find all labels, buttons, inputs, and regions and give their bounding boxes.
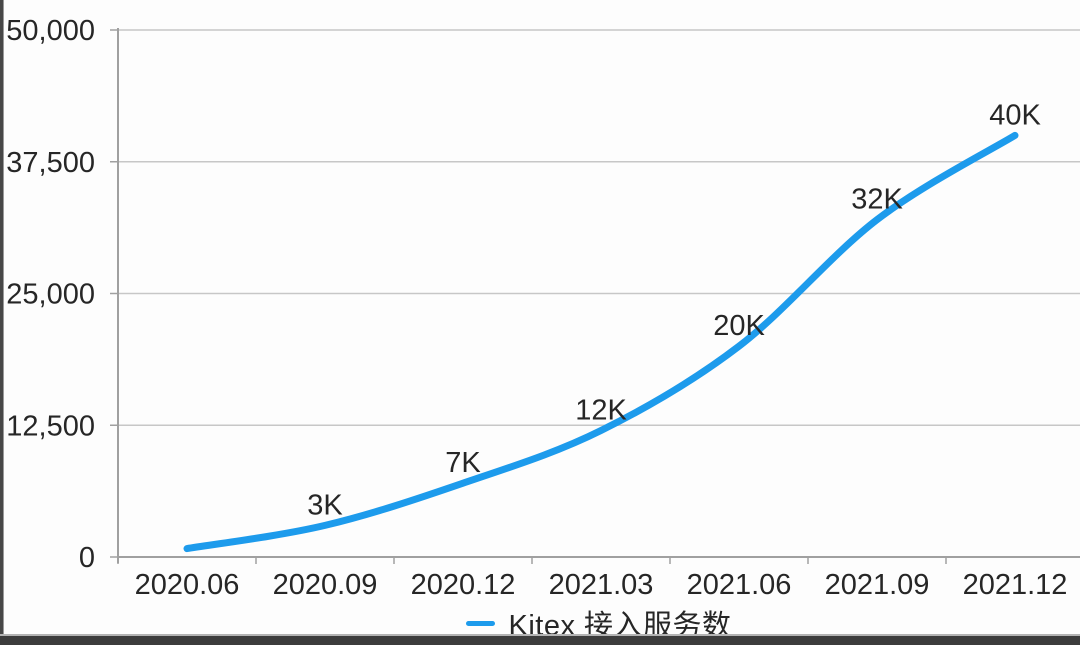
x-tick-label: 2020.12	[411, 569, 516, 601]
x-tick-label: 2020.06	[135, 569, 240, 601]
x-tick-label: 2021.12	[963, 569, 1068, 601]
data-point-label: 7K	[445, 447, 481, 479]
y-tick-label: 25,000	[6, 279, 95, 311]
y-tick-label: 12,500	[6, 410, 95, 442]
x-tick-label: 2021.03	[549, 569, 654, 601]
y-tick-label: 50,000	[6, 15, 95, 47]
series-line	[183, 131, 1019, 553]
x-tick-label: 2021.06	[687, 569, 792, 601]
data-point-label: 20K	[713, 310, 765, 342]
data-point-label: 32K	[851, 184, 903, 216]
y-tick-label: 37,500	[6, 147, 95, 179]
data-point-label: 3K	[307, 489, 343, 521]
data-point-label: 40K	[989, 99, 1041, 131]
x-tick-label: 2021.09	[825, 569, 930, 601]
data-point-label: 12K	[575, 395, 627, 427]
window-bottom-border	[0, 634, 1080, 645]
x-tick-label: 2020.09	[273, 569, 378, 601]
y-tick-label: 0	[79, 542, 95, 574]
window-left-border	[0, 0, 4, 645]
legend-line-swatch	[466, 620, 496, 626]
